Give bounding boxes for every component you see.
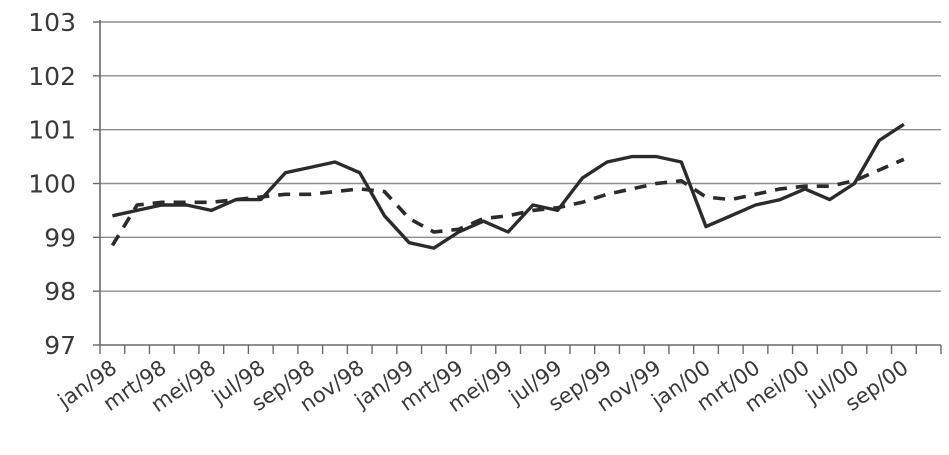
y-tick-labels: 97 98 99 100 101 102 103 bbox=[28, 8, 76, 360]
y-tick-label: 100 bbox=[28, 170, 76, 199]
y-tick-label: 101 bbox=[28, 116, 76, 145]
y-tick-label: 98 bbox=[44, 277, 76, 306]
y-tick-label: 99 bbox=[44, 223, 76, 252]
y-tick-label: 102 bbox=[28, 62, 76, 91]
series-lines bbox=[110, 122, 905, 250]
axes bbox=[93, 20, 942, 354]
x-tick-labels: jan/98mrt/98mei/98jul/98sep/98nov/98jan/… bbox=[53, 355, 913, 417]
solid-series-line bbox=[112, 122, 905, 250]
dashed-series-line bbox=[110, 157, 905, 247]
y-tick-label: 97 bbox=[44, 331, 76, 360]
gridlines bbox=[100, 21, 941, 292]
y-tick-label: 103 bbox=[28, 8, 76, 37]
